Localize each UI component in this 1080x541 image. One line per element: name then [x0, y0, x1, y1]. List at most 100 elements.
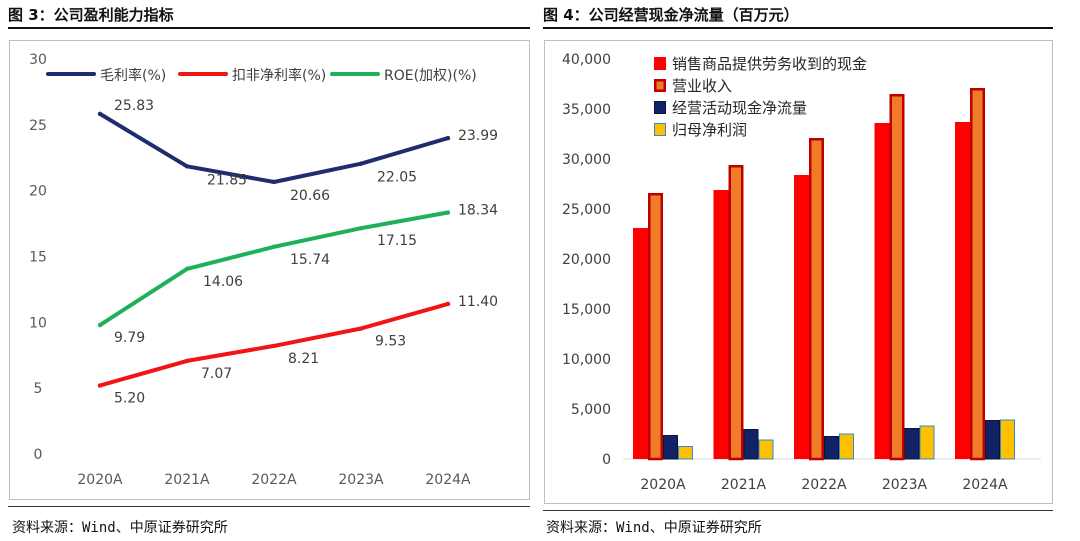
x-tick-label: 2024A: [425, 472, 471, 488]
data-point: [445, 210, 451, 215]
bar-2021a-s2: [743, 429, 759, 460]
y-tick-label: 25,000: [562, 202, 611, 218]
data-label: 14.06: [203, 274, 243, 290]
x-tick-label: 2021A: [721, 477, 767, 493]
data-label: 18.34: [458, 203, 498, 219]
right-source-rule: [543, 510, 1053, 511]
data-label: 20.66: [290, 188, 330, 204]
data-point: [97, 111, 103, 117]
y-tick-label: 10,000: [562, 352, 611, 368]
y-tick-label: 40,000: [562, 52, 611, 68]
x-tick-label: 2021A: [164, 472, 210, 488]
legend-label: 销售商品提供劳务收到的现金: [672, 55, 867, 73]
bar-2020a-s0: [633, 228, 648, 459]
data-point: [358, 326, 364, 331]
data-label: 15.74: [290, 252, 330, 268]
x-tick-label: 2020A: [77, 472, 123, 488]
x-tick-label: 2020A: [640, 477, 686, 493]
y-tick-label: 20,000: [562, 252, 611, 268]
left-source-note: 资料来源：Wind、中原证券研究所: [12, 520, 228, 536]
legend-swatch: [654, 79, 666, 92]
bar-2024a-s1: [970, 88, 985, 461]
data-point: [184, 266, 190, 272]
profitability-line-chart: 0 5 10 15 20 25 30 2020A 2021A 2022A 2023A 2024A 毛利率…: [29, 52, 498, 488]
left-panel-title: 图 3：公司盈利能力指标: [8, 6, 174, 24]
legend-label: 毛利率(%): [100, 67, 166, 84]
y-tick-label: 30,000: [562, 152, 611, 168]
bar-2022a-s1: [809, 138, 824, 461]
left-chart-frame: 0 5 10 15 20 25 30 2020A 2021A 2022A 2023A 2024A 毛利率…: [9, 40, 530, 500]
data-point: [97, 383, 103, 388]
right-source-note: 资料来源：Wind、中原证券研究所: [546, 520, 762, 536]
bar-2024a-s2: [985, 420, 1000, 460]
y-tick-label: 0: [602, 452, 611, 468]
cash-flow-bar-chart: 0 5,000 10,000 15,000 20,000 25,000 30,000 35,0…: [562, 52, 1041, 493]
data-point: [445, 301, 451, 307]
data-point: [445, 135, 451, 141]
y-tick-label: 35,000: [562, 102, 611, 118]
legend-label: 营业收入: [672, 77, 732, 95]
data-label: 17.15: [377, 233, 417, 249]
bar-2023a-s1: [889, 94, 905, 461]
data-label: 8.21: [288, 351, 319, 367]
bar-2020a-s2: [663, 435, 678, 460]
bar-2021a-s3: [758, 439, 774, 460]
data-label: 23.99: [458, 128, 498, 144]
y-tick-label: 15: [29, 250, 47, 266]
bar-2022a-s2: [824, 436, 839, 460]
bar-2024a-s0: [955, 122, 970, 459]
left-source-rule: [8, 506, 530, 507]
legend-label: 扣非净利率(%): [232, 67, 326, 84]
legend-label: 归母净利润: [672, 121, 747, 139]
x-tick-label: 2022A: [251, 472, 297, 488]
bar-2022a-s3: [839, 433, 854, 460]
y-tick-label: 10: [29, 315, 47, 331]
data-point: [271, 244, 277, 249]
data-point: [358, 161, 364, 166]
data-point: [358, 225, 364, 231]
y-tick-label: 25: [29, 118, 47, 134]
x-tick-label: 2023A: [882, 477, 928, 493]
data-label: 9.53: [375, 334, 406, 350]
data-point: [97, 322, 103, 328]
bar-2022a-s0: [794, 175, 809, 459]
data-label: 5.20: [114, 391, 145, 407]
bar-2023a-s3: [919, 425, 935, 460]
bar-2020a-s3: [678, 446, 693, 460]
y-tick-label: 5: [34, 381, 43, 397]
legend-label: 经营活动现金净流量: [672, 99, 807, 117]
right-panel-title: 图 4：公司经营现金净流量（百万元）: [543, 6, 799, 24]
bar-2023a-s0: [874, 123, 890, 459]
data-label: 9.79: [114, 330, 145, 346]
data-label: 7.07: [201, 366, 232, 382]
data-point: [184, 164, 190, 169]
legend-swatch: [654, 101, 666, 114]
x-tick-label: 2022A: [801, 477, 847, 493]
data-point: [271, 343, 277, 349]
data-label: 25.83: [114, 98, 154, 114]
data-label: 21.85: [207, 172, 247, 188]
legend-swatch: [654, 57, 666, 70]
y-tick-label: 5,000: [571, 402, 611, 418]
data-point: [184, 358, 190, 364]
series-line-2: [98, 210, 450, 328]
right-title-rule: [543, 27, 1053, 29]
bar-2021a-s1: [728, 165, 744, 461]
bar-2021a-s0: [713, 190, 729, 459]
y-tick-label: 30: [29, 52, 47, 68]
bar-2024a-s3: [1000, 419, 1015, 460]
x-tick-label: 2024A: [962, 477, 1008, 493]
legend-label: ROE(加权)(%): [384, 68, 477, 84]
y-tick-label: 20: [29, 184, 47, 200]
left-title-rule: [8, 27, 530, 29]
data-label: 11.40: [458, 294, 498, 310]
bar-2023a-s2: [904, 428, 920, 460]
bar-2020a-s1: [648, 193, 663, 461]
x-tick-label: 2023A: [338, 472, 384, 488]
legend-swatch: [654, 123, 666, 136]
right-chart-frame: 0 5,000 10,000 15,000 20,000 25,000 30,000 35,0…: [544, 40, 1053, 504]
y-tick-label: 15,000: [562, 302, 611, 318]
data-label: 22.05: [377, 170, 417, 186]
y-tick-label: 0: [34, 447, 43, 463]
data-point: [271, 179, 277, 185]
